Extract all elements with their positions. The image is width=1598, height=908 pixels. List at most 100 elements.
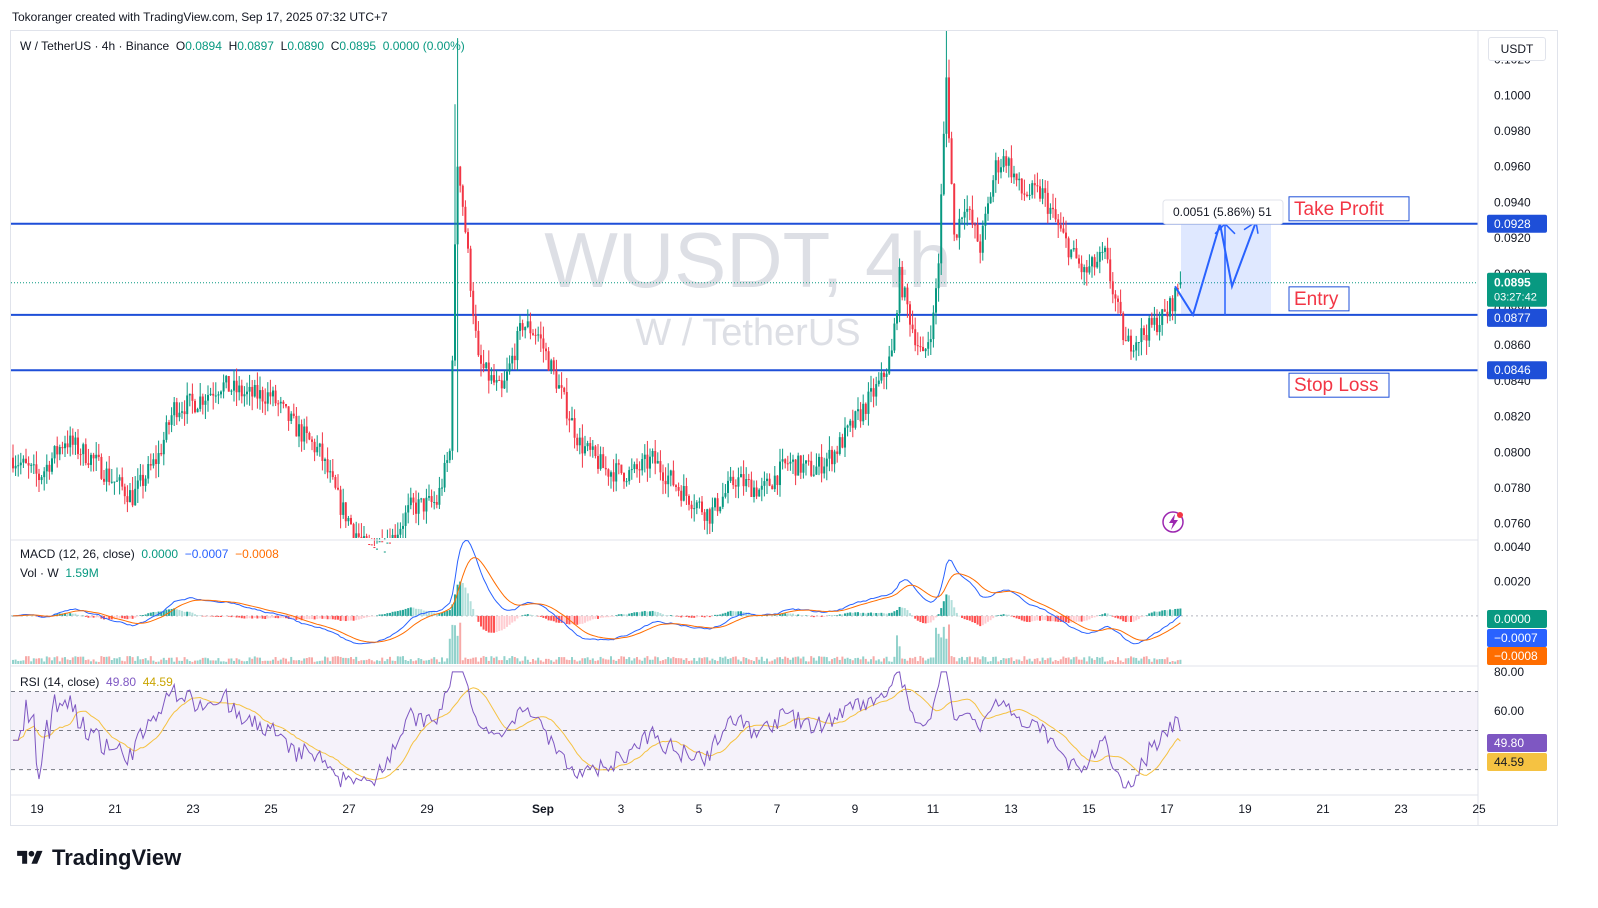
macd-hist-bar	[667, 615, 670, 616]
candle	[909, 300, 911, 337]
macd-hist-bar	[97, 615, 100, 618]
macd-hist-bar	[1179, 608, 1182, 616]
volume-bar	[74, 656, 77, 664]
macd-hist-bar	[446, 610, 449, 616]
volume-bar	[688, 660, 690, 664]
candle-body	[113, 481, 116, 483]
volume-bar	[823, 656, 826, 664]
macd-hist-bar	[638, 612, 641, 616]
volume-bar	[435, 659, 438, 664]
candle-body	[1163, 309, 1166, 312]
macd-hist-bar	[396, 610, 399, 616]
candle	[422, 498, 425, 520]
macd-hist-bar	[565, 615, 568, 624]
macd-hist-bar	[846, 612, 849, 616]
volume-bar	[831, 659, 833, 664]
candle	[370, 538, 373, 546]
tradingview-logo[interactable]: TradingView	[14, 845, 181, 871]
candle	[92, 452, 95, 472]
volume-bar	[365, 659, 368, 664]
candle	[272, 386, 274, 407]
macd-hist-bar	[929, 615, 932, 623]
candle-body	[773, 475, 776, 490]
candle-body	[555, 370, 558, 389]
volume-bar	[974, 657, 976, 664]
candle-body	[329, 471, 332, 473]
candle	[235, 368, 238, 406]
macd-hist-bar	[729, 610, 732, 616]
macd-hist-bar	[253, 615, 256, 619]
candle	[1028, 183, 1031, 201]
candle-body	[1000, 167, 1002, 173]
candle	[391, 528, 394, 538]
candle	[994, 152, 997, 193]
candle-body	[763, 481, 766, 486]
candle	[308, 431, 311, 441]
candle	[443, 454, 446, 493]
rsi-badge: 49.80	[1487, 734, 1547, 752]
measure-label-box	[1162, 199, 1284, 225]
candle-body	[1070, 249, 1073, 258]
candle	[617, 459, 620, 475]
macd-hist-bar	[1065, 615, 1067, 623]
volume-bar	[417, 658, 420, 664]
candle-body	[27, 463, 30, 466]
candle-body	[1031, 183, 1034, 195]
candle-body	[558, 385, 560, 389]
candle-body	[139, 474, 142, 481]
volume-bar	[929, 657, 932, 664]
macd-hist-bar	[201, 615, 204, 617]
volume-bar	[53, 657, 56, 664]
candle-body	[992, 180, 995, 197]
volume-bar	[331, 656, 334, 664]
macd-hist-bar	[350, 615, 352, 621]
macd-hist-bar	[347, 615, 350, 621]
macd-hist-bar	[170, 608, 173, 616]
candle-body	[643, 454, 646, 460]
macd-hist-bar	[454, 594, 456, 616]
candle-body	[285, 403, 287, 407]
candle-body	[547, 351, 550, 371]
macd-hist-bar	[311, 615, 313, 620]
candle	[363, 525, 365, 538]
candle	[625, 478, 628, 487]
macd-hist-bar	[802, 615, 805, 617]
candle-body	[940, 194, 943, 264]
volume-bar	[1174, 661, 1177, 664]
candle-body	[300, 424, 303, 442]
macd-hist-bar	[331, 615, 334, 620]
candle	[222, 374, 225, 399]
volume-bar	[113, 658, 116, 664]
macd-hist-bar	[1140, 615, 1143, 618]
candle-body	[38, 473, 40, 481]
candle	[755, 480, 758, 500]
candle	[779, 448, 781, 497]
candle-body	[958, 218, 961, 238]
candle-body	[1104, 247, 1106, 252]
candle	[742, 460, 745, 496]
macd-hist-bar	[207, 615, 209, 617]
volume-bar	[363, 660, 365, 664]
macd-hist-bar	[1132, 615, 1135, 622]
candle-body	[1166, 311, 1169, 317]
volume-bar	[131, 657, 134, 664]
candle	[1078, 254, 1080, 269]
volume-bar	[864, 658, 867, 664]
volume-bar	[116, 658, 118, 664]
volume-bar	[199, 659, 202, 664]
candle	[794, 459, 797, 486]
macd-hist-bar	[1033, 615, 1036, 621]
candle	[51, 452, 53, 475]
alert-icon[interactable]	[1162, 511, 1184, 533]
currency-button[interactable]: USDT	[1488, 37, 1546, 61]
candle-body	[537, 334, 540, 336]
candle-body	[898, 266, 901, 314]
candle	[1072, 240, 1075, 252]
macd-hist-bar	[682, 615, 685, 617]
candle-body	[597, 456, 599, 469]
volume-bar	[173, 661, 176, 664]
candle	[227, 375, 230, 392]
candle-body	[883, 372, 885, 377]
candle-body	[441, 487, 443, 489]
